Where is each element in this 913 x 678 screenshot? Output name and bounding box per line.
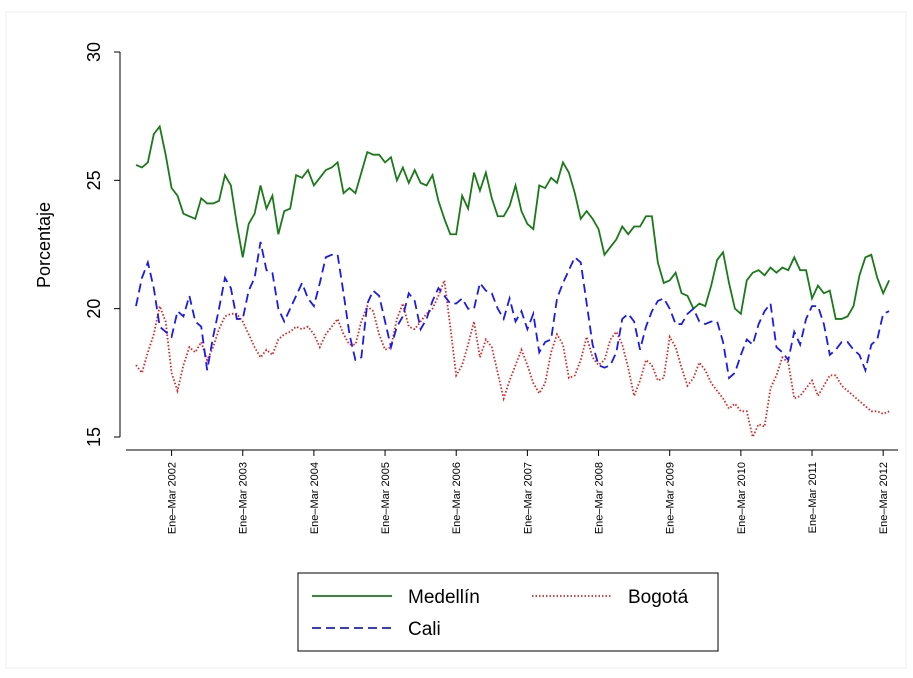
x-tick-label: Ene–Mar 2006 [451, 462, 463, 534]
legend-label: Cali [408, 619, 441, 640]
x-tick-label: Ene–Mar 2007 [522, 462, 534, 534]
frame [5, 11, 907, 669]
y-tick-label: 15 [84, 427, 104, 447]
x-tick-label: Ene–Mar 2003 [238, 462, 250, 534]
legend-label: Medellín [408, 587, 480, 608]
x-tick-label: Ene–Mar 2012 [878, 462, 890, 534]
x-tick-label: Ene–Mar 2005 [380, 462, 392, 534]
legend [297, 572, 719, 652]
legend-label: Bogotá [628, 587, 689, 608]
series-line [135, 241, 890, 380]
y-tick-label: 30 [84, 42, 104, 62]
x-tick-label: Ene–Mar 2009 [665, 462, 677, 534]
y-axis-label: Porcentaje [34, 202, 54, 288]
y-tick-label: 20 [84, 299, 104, 319]
series-line [135, 124, 890, 320]
x-tick-label: Ene–Mar 2011 [807, 462, 819, 533]
x-tick-label: Ene–Mar 2010 [736, 462, 748, 534]
x-tick-label: Ene–Mar 2008 [594, 462, 606, 534]
x-tick-label: Ene–Mar 2004 [309, 462, 321, 534]
y-tick-label: 25 [84, 170, 104, 190]
series-line [135, 280, 890, 440]
x-tick-label: Ene–Mar 2002 [167, 462, 179, 534]
